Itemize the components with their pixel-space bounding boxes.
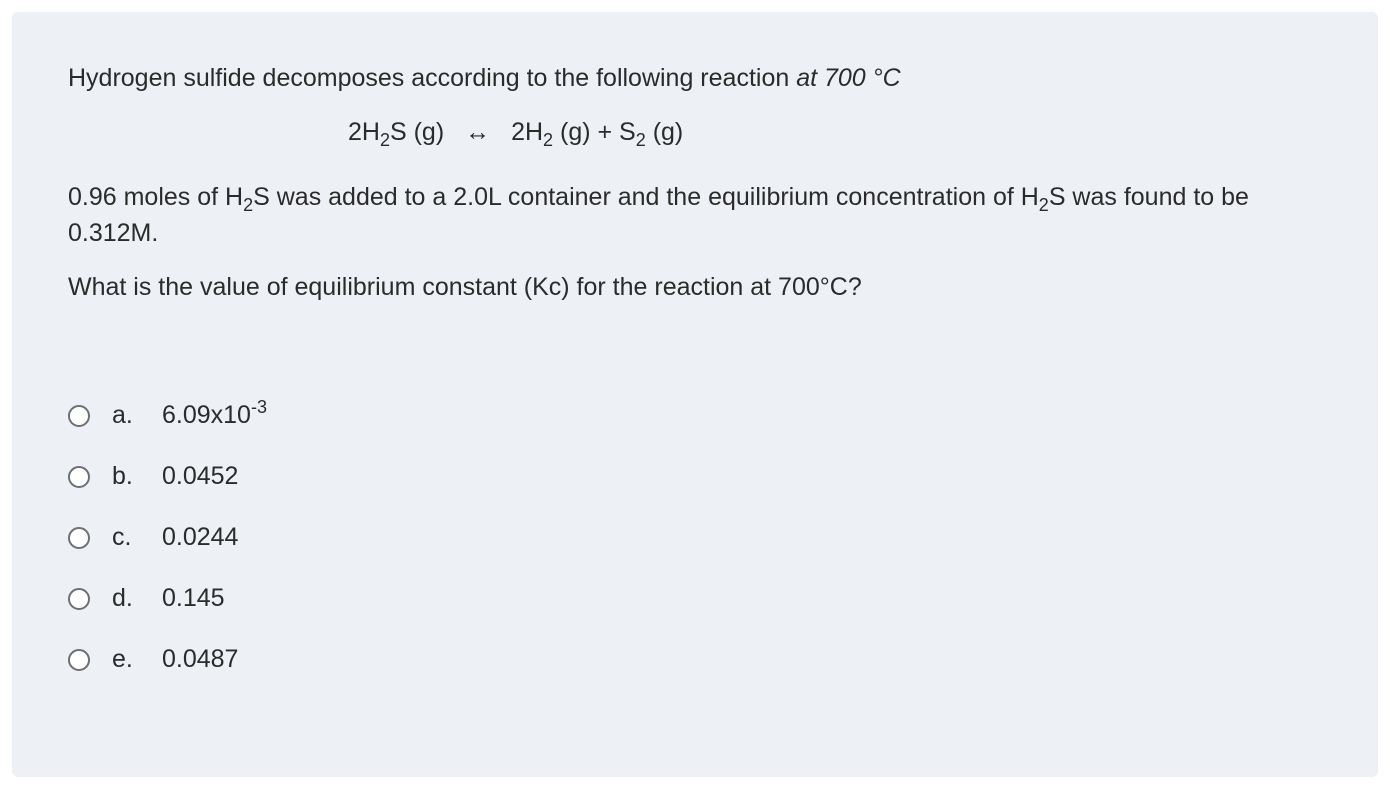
question-text: Hydrogen sulfide decomposes according to… xyxy=(68,60,1322,305)
option-value: 0.0452 xyxy=(162,462,238,491)
question-card: Hydrogen sulfide decomposes according to… xyxy=(12,12,1378,777)
option-value: 0.0487 xyxy=(162,645,238,674)
question-intro: Hydrogen sulfide decomposes according to… xyxy=(68,60,1322,96)
equation-lhs: 2H2S (g) xyxy=(348,118,444,146)
option-value: 6.09x10-3 xyxy=(162,401,267,430)
equation-rhs: 2H2 (g) + S2 (g) xyxy=(511,118,683,146)
intro-italic: at 700 °C xyxy=(796,64,901,92)
radio-button[interactable] xyxy=(68,649,90,671)
option-value-prefix: 0.0452 xyxy=(162,462,238,490)
radio-button[interactable] xyxy=(68,405,90,427)
answer-option[interactable]: e. 0.0487 xyxy=(68,645,1322,674)
option-value: 0.0244 xyxy=(162,523,238,552)
option-letter: c. xyxy=(112,523,140,552)
radio-button[interactable] xyxy=(68,588,90,610)
answer-option[interactable]: c. 0.0244 xyxy=(68,523,1322,552)
option-value-prefix: 6.09x10 xyxy=(162,401,251,429)
answer-option[interactable]: d. 0.145 xyxy=(68,584,1322,613)
option-value-sup: -3 xyxy=(251,397,267,417)
option-letter: a. xyxy=(112,401,140,430)
radio-button[interactable] xyxy=(68,466,90,488)
answer-option[interactable]: b. 0.0452 xyxy=(68,462,1322,491)
option-value: 0.145 xyxy=(162,584,225,613)
question-prompt: What is the value of equilibrium constan… xyxy=(68,269,1322,305)
option-letter: d. xyxy=(112,584,140,613)
option-value-prefix: 0.145 xyxy=(162,584,225,612)
equation-arrow: ↔ xyxy=(465,114,490,150)
option-value-prefix: 0.0244 xyxy=(162,523,238,551)
intro-plain: Hydrogen sulfide decomposes according to… xyxy=(68,64,796,92)
option-value-prefix: 0.0487 xyxy=(162,645,238,673)
radio-button[interactable] xyxy=(68,527,90,549)
answer-list: a. 6.09x10-3 b. 0.0452 c. 0.0244 d. 0.14… xyxy=(68,401,1322,674)
answer-option[interactable]: a. 6.09x10-3 xyxy=(68,401,1322,430)
option-letter: b. xyxy=(112,462,140,491)
option-letter: e. xyxy=(112,645,140,674)
reaction-equation: 2H2S (g) ↔ 2H2 (g) + S2 (g) xyxy=(68,114,1322,150)
question-body: 0.96 moles of H2S was added to a 2.0L co… xyxy=(68,179,1322,252)
